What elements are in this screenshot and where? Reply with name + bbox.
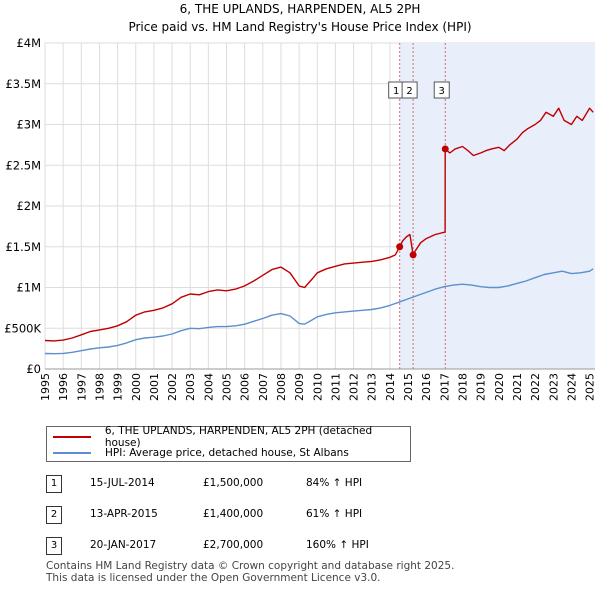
- sale-label-text: 2: [406, 86, 412, 97]
- x-tick-label: 2011: [329, 373, 342, 401]
- sale-label-box: [401, 81, 418, 99]
- y-tick-label: £2.5M: [5, 158, 41, 172]
- legend-label-hpi: HPI: Average price, detached house, St A…: [105, 447, 349, 459]
- x-tick-label: 1995: [39, 373, 52, 401]
- x-tick-label: 1999: [112, 373, 125, 401]
- transaction-date: 20-JAN-2017: [90, 539, 157, 551]
- transaction-price: £2,700,000: [203, 539, 264, 551]
- legend-swatch-red: [53, 436, 91, 438]
- legend-item-hpi: HPI: Average price, detached house, St A…: [53, 445, 349, 461]
- post-sale-shade: [399, 43, 595, 369]
- x-tick-label: 2018: [456, 373, 469, 401]
- x-tick-label: 2021: [511, 373, 524, 401]
- y-tick-label: £3.5M: [5, 77, 41, 91]
- x-tick-label: 2023: [547, 373, 560, 401]
- chart-legend: 6, THE UPLANDS, HARPENDEN, AL5 2PH (deta…: [46, 425, 411, 462]
- y-tick-label: £0: [26, 362, 41, 376]
- transaction-date: 13-APR-2015: [90, 508, 158, 520]
- legend-label-property: 6, THE UPLANDS, HARPENDEN, AL5 2PH (deta…: [104, 425, 373, 449]
- transaction-number: 3: [46, 537, 62, 555]
- price-chart: 6, THE UPLANDS, HARPENDEN, AL5 2PH Price…: [4, 2, 597, 401]
- y-tick-label: £1.5M: [5, 240, 41, 254]
- x-tick-label: 2017: [438, 373, 451, 401]
- legend-item-property: 6, THE UPLANDS, HARPENDEN, AL5 2PH (deta…: [53, 425, 410, 449]
- transaction-row: 2 13-APR-2015 £1,400,000 61% ↑ HPI: [46, 506, 446, 526]
- x-tick-label: 2008: [275, 373, 288, 401]
- property-price-line: [44, 107, 594, 342]
- legend-swatch-blue: [53, 452, 91, 454]
- x-tick-label: 2000: [130, 373, 143, 401]
- x-tick-label: 2019: [475, 373, 488, 401]
- y-tick-label: £2M: [16, 199, 41, 213]
- sale-point: [396, 243, 404, 251]
- x-tick-label: 2015: [402, 373, 415, 401]
- x-tick-label: 2005: [221, 373, 234, 401]
- sale-point: [409, 251, 417, 259]
- chart-subtitle: Price paid vs. HM Land Registry's House …: [128, 20, 471, 34]
- x-tick-label: 2025: [584, 373, 597, 401]
- x-tick-label: 2004: [202, 373, 215, 401]
- transaction-hpi: 61% ↑ HPI: [306, 508, 363, 520]
- x-tick-label: 2012: [348, 373, 361, 401]
- sale-label-text: 1: [393, 86, 399, 97]
- y-tick-label: £500K: [4, 321, 41, 335]
- chart-title: 6, THE UPLANDS, HARPENDEN, AL5 2PH: [180, 2, 421, 16]
- footer-line-licence: This data is licensed under the Open Gov…: [46, 572, 381, 584]
- x-tick-label: 2020: [493, 373, 506, 401]
- hpi-line: [44, 268, 594, 355]
- sale-label-box: [433, 81, 450, 99]
- y-tick-label: £4M: [16, 36, 41, 50]
- footer-attribution: Contains HM Land Registry data © Crown c…: [46, 560, 454, 584]
- x-tick-label: 2014: [384, 373, 397, 401]
- x-tick-label: 2016: [420, 373, 433, 401]
- x-tick-label: 2010: [311, 373, 324, 401]
- x-tick-label: 2022: [529, 373, 542, 401]
- x-tick-label: 2006: [239, 373, 252, 401]
- x-tick-label: 1997: [75, 373, 88, 401]
- sale-label-text: 3: [439, 86, 445, 97]
- transaction-price: £1,400,000: [203, 508, 264, 520]
- x-tick-label: 1996: [57, 373, 70, 401]
- transaction-hpi: 84% ↑ HPI: [306, 477, 363, 489]
- transaction-row: 3 20-JAN-2017 £2,700,000 160% ↑ HPI: [46, 537, 446, 557]
- transaction-number: 1: [46, 475, 62, 493]
- x-tick-label: 2001: [148, 373, 161, 401]
- transaction-hpi: 160% ↑ HPI: [306, 539, 369, 551]
- transaction-number: 2: [46, 506, 62, 524]
- sale-point: [441, 145, 449, 153]
- x-tick-label: 1998: [93, 373, 106, 401]
- x-tick-label: 2007: [257, 373, 270, 401]
- y-tick-label: £1M: [16, 281, 41, 295]
- x-tick-label: 2003: [184, 373, 197, 401]
- transaction-price: £1,500,000: [203, 477, 264, 489]
- transaction-row: 1 15-JUL-2014 £1,500,000 84% ↑ HPI: [46, 475, 446, 495]
- x-tick-label: 2002: [166, 373, 179, 401]
- x-tick-label: 2009: [293, 373, 306, 401]
- transaction-date: 15-JUL-2014: [90, 477, 155, 489]
- x-tick-label: 2013: [366, 373, 379, 401]
- x-tick-label: 2024: [565, 373, 578, 401]
- y-tick-label: £3M: [16, 118, 41, 132]
- footer-line-copyright: Contains HM Land Registry data © Crown c…: [46, 560, 455, 572]
